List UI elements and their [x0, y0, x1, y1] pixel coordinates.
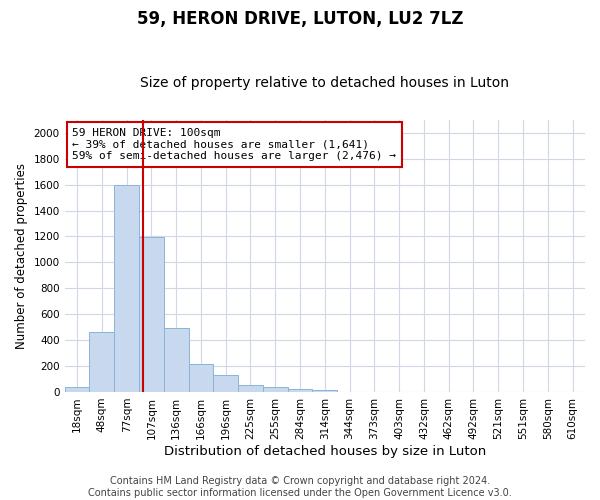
Title: Size of property relative to detached houses in Luton: Size of property relative to detached ho… — [140, 76, 509, 90]
Bar — [65, 388, 89, 392]
Text: Contains HM Land Registry data © Crown copyright and database right 2024.
Contai: Contains HM Land Registry data © Crown c… — [88, 476, 512, 498]
X-axis label: Distribution of detached houses by size in Luton: Distribution of detached houses by size … — [164, 444, 486, 458]
Y-axis label: Number of detached properties: Number of detached properties — [15, 163, 28, 349]
Bar — [287, 389, 313, 392]
Bar — [89, 332, 114, 392]
Bar — [164, 328, 188, 392]
Bar — [263, 387, 287, 392]
Bar — [238, 386, 263, 392]
Bar — [139, 237, 164, 392]
Text: 59 HERON DRIVE: 100sqm
← 39% of detached houses are smaller (1,641)
59% of semi-: 59 HERON DRIVE: 100sqm ← 39% of detached… — [73, 128, 397, 161]
Bar — [114, 184, 139, 392]
Bar — [188, 364, 214, 392]
Bar — [214, 375, 238, 392]
Bar — [313, 390, 337, 392]
Text: 59, HERON DRIVE, LUTON, LU2 7LZ: 59, HERON DRIVE, LUTON, LU2 7LZ — [137, 10, 463, 28]
